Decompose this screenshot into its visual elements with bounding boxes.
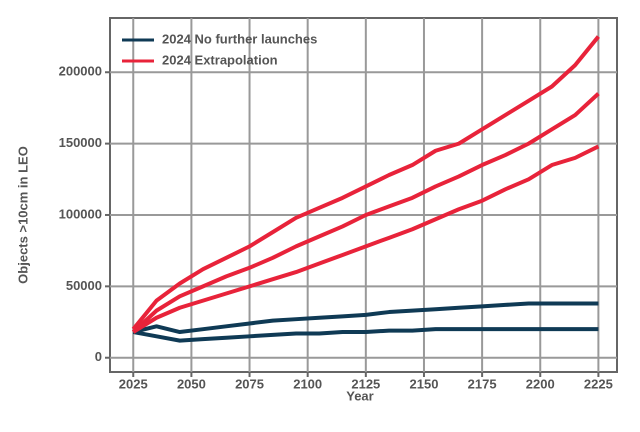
x-tick-label: 2050 (177, 376, 206, 391)
x-tick-label: 2100 (293, 376, 322, 391)
x-axis-label: Year (346, 388, 373, 403)
x-tick-label: 2025 (119, 376, 148, 391)
x-tick-label: 2225 (584, 376, 613, 391)
series-line (131, 35, 600, 331)
x-tick-label: 2200 (526, 376, 555, 391)
series-line (131, 92, 600, 334)
y-tick-label: 50000 (66, 278, 102, 293)
y-tick-label: 150000 (59, 135, 102, 150)
series-line (132, 301, 599, 335)
y-tick-label: 200000 (59, 64, 102, 79)
x-tick-label: 2125 (351, 376, 380, 391)
y-tick-label: 100000 (59, 206, 102, 221)
legend-label: 2024 No further launches (162, 31, 317, 46)
y-axis-label: Objects >10cm in LEO (15, 146, 30, 284)
y-tick-label: 0 (95, 349, 102, 364)
series-line (132, 144, 600, 334)
x-tick-label: 2175 (468, 376, 497, 391)
legend-label: 2024 Extrapolation (162, 52, 278, 67)
plot-area (109, 17, 618, 373)
series-line (132, 327, 599, 343)
x-tick-label: 2075 (235, 376, 264, 391)
x-tick-label: 2150 (410, 376, 439, 391)
